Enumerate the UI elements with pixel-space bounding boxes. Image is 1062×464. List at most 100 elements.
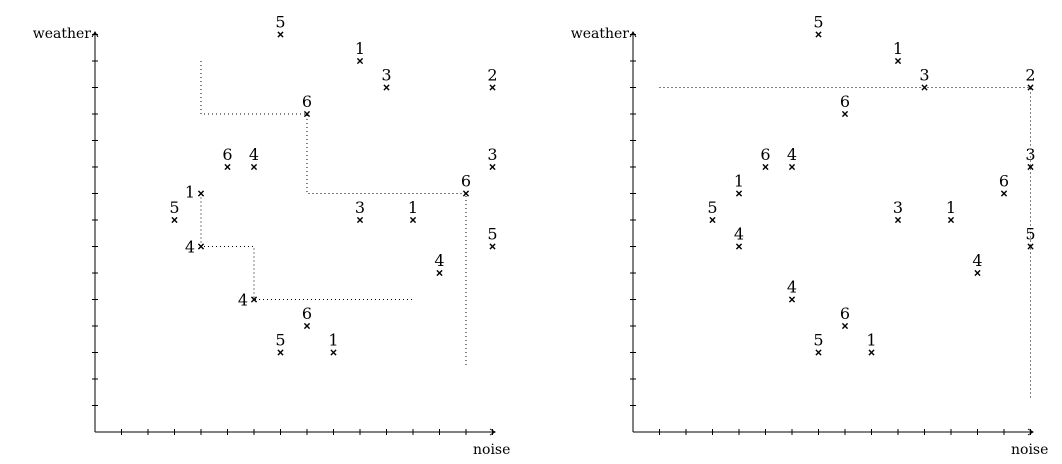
data-point: 2 [1025, 66, 1036, 91]
point-label: 6 [999, 172, 1009, 191]
cross-mark [841, 110, 849, 118]
data-point: 5 [487, 225, 498, 250]
cross-mark [330, 349, 337, 356]
cross-mark [735, 190, 743, 197]
point-label: 1 [946, 198, 956, 217]
point-label: 3 [893, 198, 903, 217]
data-point: 1 [328, 331, 339, 356]
y-axis-title: weather [33, 26, 92, 42]
data-point: 1 [866, 331, 877, 356]
cross-mark [462, 190, 470, 197]
cross-mark [250, 296, 258, 303]
dotted-boundary [200, 193, 413, 300]
data-point: 2 [487, 66, 498, 91]
dotted-boundary [659, 87, 1031, 401]
cross-mark [409, 216, 417, 224]
point-label: 4 [249, 145, 259, 164]
point-label: 4 [734, 225, 744, 244]
data-point: 3 [487, 145, 498, 171]
data-point: 4 [787, 145, 797, 171]
y-axis-arrow [91, 31, 99, 38]
data-point: 5 [1025, 225, 1036, 250]
cross-mark [224, 163, 231, 171]
cross-mark [277, 349, 284, 356]
cross-mark [489, 84, 496, 91]
cross-mark [762, 163, 769, 171]
data-point: 4 [434, 251, 445, 277]
point-label: 3 [381, 66, 391, 85]
point-label: 6 [302, 304, 312, 323]
cross-mark [197, 243, 205, 250]
data-point: 6 [302, 92, 312, 118]
cross-mark [894, 216, 902, 224]
cross-mark [947, 216, 955, 224]
point-label: 1 [328, 331, 338, 350]
cross-mark [356, 57, 364, 65]
cross-mark [277, 31, 284, 38]
point-label: 6 [840, 92, 850, 111]
cross-mark [356, 216, 364, 224]
cross-mark [303, 110, 311, 118]
x-axis-title: noise [473, 442, 510, 458]
cross-mark [894, 57, 902, 65]
cross-mark [250, 163, 258, 171]
point-label: 5 [275, 13, 285, 32]
data-point: 4 [972, 251, 983, 277]
point-label: 6 [222, 145, 232, 164]
cross-mark [171, 216, 178, 224]
data-point: 4 [185, 238, 205, 257]
cross-mark [788, 296, 796, 303]
data-point: 6 [999, 172, 1009, 197]
point-label: 4 [434, 251, 444, 270]
point-label: 5 [275, 331, 285, 350]
data-point: 1 [185, 183, 205, 202]
cross-mark [436, 269, 443, 277]
cross-mark [815, 349, 822, 356]
cross-mark [489, 243, 496, 250]
point-label: 1 [185, 183, 195, 202]
cross-mark [868, 349, 875, 356]
cross-mark [974, 269, 981, 277]
point-label: 5 [813, 331, 823, 350]
cross-mark [1000, 190, 1008, 197]
data-point: 4 [734, 225, 744, 250]
point-label: 5 [813, 13, 823, 32]
data-point: 1 [734, 172, 744, 197]
point-label: 4 [238, 291, 248, 310]
cross-mark [841, 322, 849, 330]
data-point: 5 [169, 198, 180, 224]
y-axis-arrow [629, 31, 637, 38]
data-point: 4 [238, 291, 258, 310]
cross-mark [788, 163, 796, 171]
point-label: 1 [893, 39, 903, 58]
data-point: 1 [946, 198, 956, 224]
point-label: 4 [787, 145, 797, 164]
point-label: 6 [760, 145, 770, 164]
cross-mark [303, 322, 311, 330]
x-axis-arrow [489, 428, 496, 436]
cross-mark [383, 84, 390, 91]
data-point: 3 [381, 66, 392, 91]
data-point: 6 [302, 304, 312, 330]
data-point: 3 [893, 198, 903, 224]
cross-mark [1027, 243, 1034, 250]
data-point: 4 [787, 278, 797, 303]
cross-mark [489, 163, 496, 171]
data-point: 1 [893, 39, 903, 65]
cross-mark [1027, 84, 1034, 91]
cross-mark [815, 31, 822, 38]
point-label: 4 [185, 238, 195, 257]
data-point: 6 [840, 304, 850, 330]
data-point: 4 [249, 145, 259, 171]
x-axis-arrow [1027, 428, 1034, 436]
data-point: 3 [919, 66, 930, 91]
point-label: 1 [408, 198, 418, 217]
point-label: 3 [919, 66, 929, 85]
point-label: 6 [302, 92, 312, 111]
cross-mark [197, 190, 205, 197]
point-label: 1 [355, 39, 365, 58]
data-point: 3 [1025, 145, 1036, 171]
data-point: 5 [275, 331, 286, 356]
